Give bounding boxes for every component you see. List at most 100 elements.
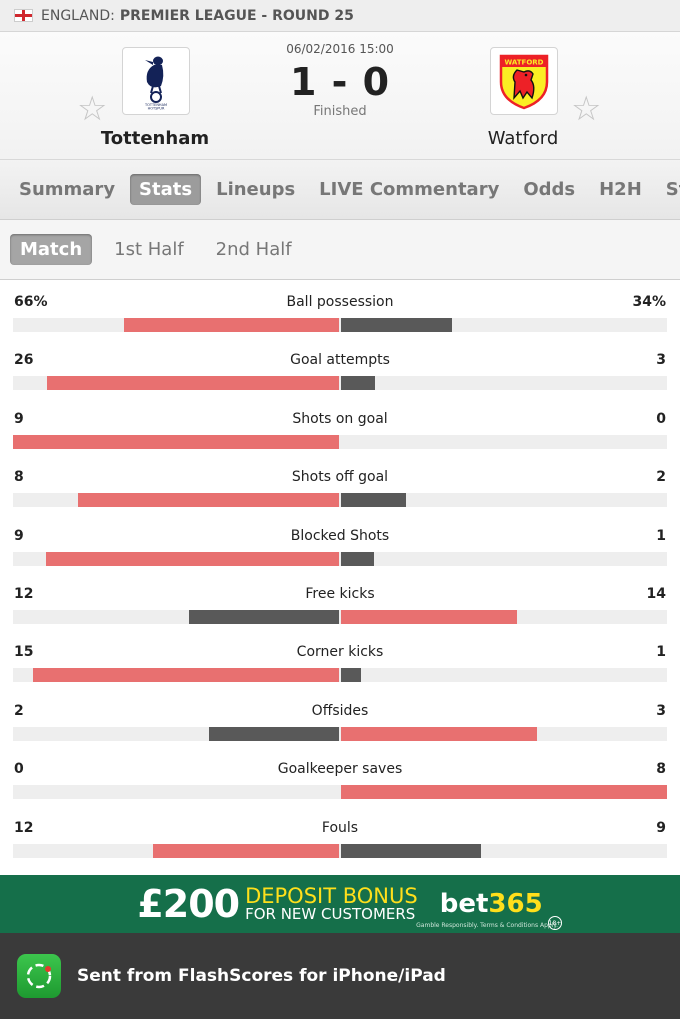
stat-bar-track bbox=[13, 668, 667, 683]
stat-away-value: 9 bbox=[656, 819, 666, 836]
home-stat-bar bbox=[33, 668, 339, 683]
stat-bar-track bbox=[13, 843, 667, 858]
stat-bar-track bbox=[13, 318, 667, 332]
stat-away-value: 1 bbox=[656, 527, 666, 544]
stat-row: 15 Corner kicks 1 bbox=[0, 644, 680, 702]
tottenham-logo: TOTTENHAM HOTSPUR bbox=[122, 47, 190, 115]
stat-labels: 9 Shots on goal 0 bbox=[0, 411, 680, 431]
ad-brand-main: bet bbox=[439, 889, 489, 919]
away-stat-bar bbox=[341, 493, 407, 508]
tab-standi[interactable]: Standi bbox=[665, 179, 680, 200]
home-stat-bar bbox=[152, 843, 339, 858]
home-stat-bar bbox=[208, 726, 339, 741]
stat-bar-track bbox=[13, 610, 667, 624]
stat-row: 2 Offsides 3 bbox=[0, 703, 680, 761]
away-stat-bar bbox=[341, 726, 537, 741]
share-footer: Sent from FlashScores for iPhone/iPad bbox=[0, 933, 680, 1019]
tab-odds[interactable]: Odds bbox=[523, 179, 576, 200]
svg-text:WATFORD: WATFORD bbox=[505, 59, 544, 67]
stat-row: 0 Goalkeeper saves 8 bbox=[0, 761, 680, 819]
away-stat-bar bbox=[341, 376, 375, 391]
stat-name: Shots off goal bbox=[291, 469, 389, 486]
tab-h2h[interactable]: H2H bbox=[599, 179, 642, 200]
home-stat-bar bbox=[45, 551, 339, 566]
away-stat-bar bbox=[341, 785, 667, 800]
stat-name: Corner kicks bbox=[296, 644, 384, 661]
stat-away-value: 34% bbox=[632, 294, 666, 310]
flashscores-app-icon bbox=[17, 954, 61, 998]
subtab-match[interactable]: Match bbox=[10, 234, 93, 265]
match-header: ☆ TOTTENHAM HOTSPUR Tottenham 06/02/2016… bbox=[0, 32, 680, 160]
stat-away-value: 3 bbox=[656, 352, 666, 369]
stat-row: 9 Blocked Shots 1 bbox=[0, 528, 680, 586]
home-stat-bar bbox=[13, 434, 339, 449]
tab-summary[interactable]: Summary bbox=[19, 179, 116, 200]
away-team-name[interactable]: Watford bbox=[487, 128, 559, 149]
stat-name: Free kicks bbox=[305, 586, 375, 602]
stat-labels: 9 Blocked Shots 1 bbox=[0, 528, 680, 548]
stat-labels: 12 Fouls 9 bbox=[0, 820, 680, 840]
subtab-1st-half[interactable]: 1st Half bbox=[114, 239, 184, 260]
stat-name: Fouls bbox=[321, 819, 359, 836]
tab-lineups[interactable]: Lineups bbox=[216, 179, 296, 200]
stats-list: 66% Ball possession 34% 26 Goal attempts 3 9 Sh… bbox=[0, 280, 680, 875]
home-stat-bar bbox=[46, 376, 339, 391]
match-status: Finished bbox=[313, 104, 367, 119]
watford-crest-icon: WATFORD bbox=[499, 54, 549, 110]
stat-name: Ball possession bbox=[286, 294, 394, 310]
stat-away-value: 2 bbox=[656, 469, 666, 486]
stat-bar-track bbox=[13, 376, 667, 391]
stat-row: 12 Free kicks 14 bbox=[0, 586, 680, 644]
favorite-away-star-icon[interactable]: ☆ bbox=[571, 89, 602, 129]
subtab-2nd-half[interactable]: 2nd Half bbox=[215, 239, 292, 260]
ad-amount: £200 bbox=[137, 882, 240, 926]
stat-away-value: 1 bbox=[656, 644, 666, 661]
stat-row: 12 Fouls 9 bbox=[0, 820, 680, 878]
home-stat-bar bbox=[78, 493, 339, 508]
stat-home-value: 0 bbox=[14, 761, 24, 778]
home-stat-bar bbox=[188, 610, 339, 624]
bet365-banner-ad[interactable]: £200 DEPOSIT BONUS FOR NEW CUSTOMERS bet… bbox=[0, 875, 680, 933]
ad-brand-logo: bet365 bbox=[440, 889, 543, 919]
stat-home-value: 9 bbox=[14, 410, 24, 427]
tab-live-commentary[interactable]: LIVE Commentary bbox=[319, 179, 500, 200]
stat-home-value: 15 bbox=[14, 644, 34, 661]
favorite-home-star-icon[interactable]: ☆ bbox=[77, 89, 108, 129]
ad-age-badge: 18+ bbox=[548, 916, 562, 930]
stat-home-value: 2 bbox=[14, 702, 24, 719]
away-stat-bar bbox=[341, 318, 452, 332]
stat-home-value: 26 bbox=[14, 352, 34, 369]
ad-brand-accent: 365 bbox=[488, 889, 543, 919]
match-score: 1 - 0 bbox=[289, 60, 391, 104]
stat-labels: 0 Goalkeeper saves 8 bbox=[0, 761, 680, 781]
stat-name: Shots on goal bbox=[292, 410, 388, 427]
away-stat-bar bbox=[341, 843, 481, 858]
tottenham-crest-icon: TOTTENHAM HOTSPUR bbox=[144, 56, 167, 110]
competition-bar: ENGLAND: PREMIER LEAGUE - ROUND 25 bbox=[0, 0, 680, 32]
stat-bar-track bbox=[13, 434, 667, 449]
away-stat-bar bbox=[341, 610, 517, 624]
stat-row: 26 Goal attempts 3 bbox=[0, 352, 680, 410]
stat-row: 9 Shots on goal 0 bbox=[0, 411, 680, 469]
away-stat-bar bbox=[341, 551, 374, 566]
ad-line1: DEPOSIT BONUS bbox=[245, 884, 418, 908]
ad-terms: Gamble Responsibly. Terms & Conditions A… bbox=[416, 922, 558, 929]
england-flag-icon bbox=[14, 9, 33, 22]
watford-logo: WATFORD bbox=[490, 47, 558, 115]
home-stat-bar bbox=[123, 318, 339, 332]
tab-stats[interactable]: Stats bbox=[130, 174, 202, 205]
match-datetime: 06/02/2016 15:00 bbox=[286, 42, 394, 56]
stat-name: Offsides bbox=[311, 702, 369, 719]
stat-home-value: 66% bbox=[14, 294, 48, 310]
country-label: ENGLAND: bbox=[41, 7, 115, 24]
stat-name: Goal attempts bbox=[290, 352, 390, 369]
stat-labels: 15 Corner kicks 1 bbox=[0, 644, 680, 664]
ad-line2: FOR NEW CUSTOMERS bbox=[245, 905, 416, 923]
svg-text:TOTTENHAM: TOTTENHAM bbox=[144, 103, 167, 107]
stat-labels: 12 Free kicks 14 bbox=[0, 586, 680, 606]
stat-name: Goalkeeper saves bbox=[277, 761, 403, 778]
home-team-name[interactable]: Tottenham bbox=[100, 128, 210, 149]
away-stat-bar bbox=[341, 668, 362, 683]
stat-bar-track bbox=[13, 493, 667, 508]
stat-row: 66% Ball possession 34% bbox=[0, 294, 680, 352]
